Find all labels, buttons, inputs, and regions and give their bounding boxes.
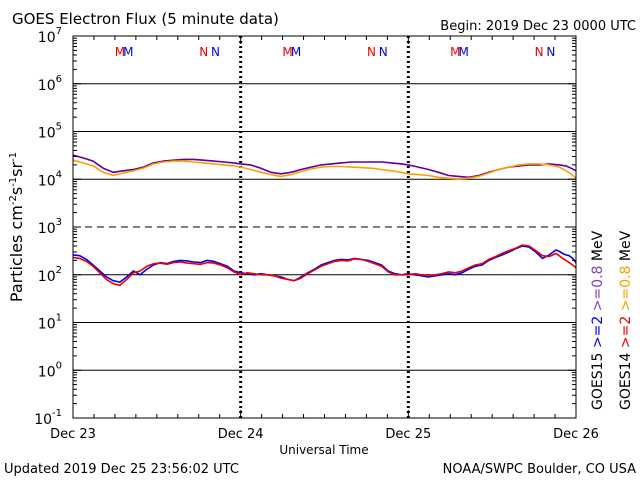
y-tick-exponent: 3 — [56, 217, 62, 228]
y-tick-base: 10 — [38, 126, 56, 142]
series-line — [72, 159, 577, 180]
x-tick-label: Dec 26 — [553, 427, 599, 442]
x-axis-ticks: Dec 23 Dec 24 Dec 25 Dec 26 — [50, 36, 599, 442]
y-tick-label: 104 — [38, 169, 62, 189]
marker-label: M — [282, 45, 292, 59]
y-axis-label: Particles cm-2s-1sr-1 — [7, 152, 26, 302]
x-axis-label: Universal Time — [279, 443, 368, 457]
marker-label: N — [211, 45, 220, 59]
series-line — [72, 244, 577, 287]
legend-entry: GOES15 — [590, 353, 606, 410]
y-tick-exponent: 6 — [56, 74, 62, 85]
y-tick-base: 10 — [38, 221, 56, 237]
legend-entry: >=0.8 — [590, 266, 606, 316]
y-tick-label: 106 — [38, 74, 62, 94]
series-layer — [72, 154, 577, 287]
y-tick-base: 10 — [38, 173, 56, 189]
begin-label: Begin: 2019 Dec 23 0000 UTC — [440, 19, 636, 34]
y-tick-label: 103 — [38, 217, 62, 237]
marker-label: N — [546, 45, 555, 59]
y-tick-base: 10 — [38, 269, 56, 285]
y-tick-exponent: 7 — [56, 26, 62, 37]
y-tick-label: 105 — [38, 122, 62, 142]
y-tick-base: 10 — [34, 412, 52, 428]
legend-entry: >=0.8 — [618, 266, 634, 316]
y-tick-label: 102 — [38, 265, 62, 285]
chart-title: GOES Electron Flux (5 minute data) — [12, 10, 279, 28]
y-tick-exponent: 4 — [56, 169, 62, 180]
y-tick-base: 10 — [38, 78, 56, 94]
day-boundary-markers — [239, 36, 410, 418]
footer-source: NOAA/SWPC Boulder, CO USA — [443, 462, 636, 477]
legend-entry: MeV — [590, 230, 606, 265]
y-tick-base: 10 — [38, 364, 56, 380]
marker-label: M — [115, 45, 125, 59]
legend-entry: MeV — [618, 230, 634, 265]
y-tick-exponent: 2 — [56, 265, 62, 276]
legend-entry: GOES14 — [618, 352, 634, 410]
y-tick-exponent: 0 — [56, 360, 62, 371]
satellite-markers: MM N N MM N N MM N N — [115, 45, 556, 59]
y-tick-base: 10 — [38, 30, 56, 46]
y-tick-label: 100 — [38, 360, 62, 380]
marker-label: N — [367, 45, 376, 59]
x-tick-label: Dec 25 — [385, 427, 431, 442]
series-line — [72, 245, 577, 283]
y-tick-exponent: 1 — [56, 313, 62, 324]
marker-label: N — [379, 45, 388, 59]
legend-entry: >=2 — [618, 316, 634, 353]
y-tick-exponent: 5 — [56, 122, 62, 133]
gridlines — [73, 83, 576, 371]
legend-entry: >=2 — [590, 316, 606, 353]
y-tick-base: 10 — [38, 317, 56, 333]
marker-label: M — [458, 45, 468, 59]
y-tick-label: 101 — [38, 313, 62, 333]
legend-column: GOES14 >=2 >=0.8 MeV — [618, 230, 634, 410]
footer-updated: Updated 2019 Dec 25 23:56:02 UTC — [4, 462, 239, 477]
marker-label: N — [199, 45, 208, 59]
marker-label: M — [450, 45, 460, 59]
x-tick-label: Dec 23 — [50, 427, 96, 442]
marker-label: M — [291, 45, 301, 59]
y-tick-exponent: -1 — [52, 408, 62, 419]
x-tick-label: Dec 24 — [218, 427, 264, 442]
legend-column: GOES15 >=2 >=0.8 MeV — [590, 230, 606, 410]
y-tick-label: 107 — [38, 26, 62, 46]
marker-label: N — [535, 45, 544, 59]
y-tick-label: 10-1 — [34, 408, 62, 428]
marker-label: M — [123, 45, 133, 59]
